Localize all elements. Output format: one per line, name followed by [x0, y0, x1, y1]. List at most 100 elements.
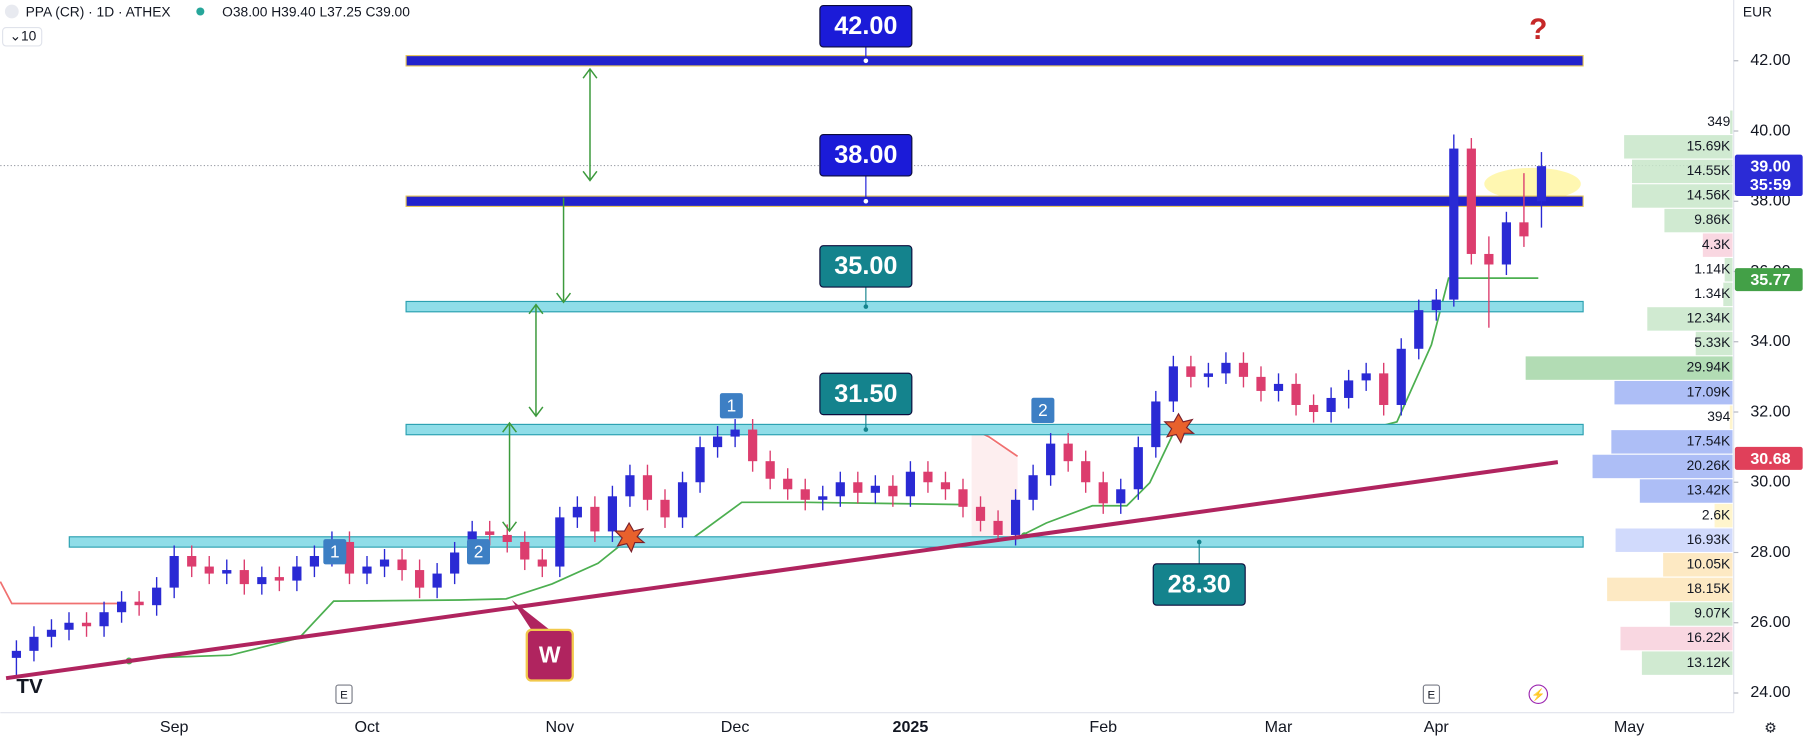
volume-bar: [1632, 159, 1733, 184]
indicator-text: ⌄: [10, 28, 22, 43]
annotation-box: [1031, 397, 1055, 424]
price-tag: [1734, 268, 1803, 292]
volume-label: 349: [1707, 114, 1730, 129]
x-tick-label: May: [1614, 718, 1644, 736]
level-anchor: [1196, 539, 1202, 545]
price-tag-label: 35.77: [1750, 271, 1790, 289]
volume-label: 2.6K: [1702, 507, 1731, 522]
volume-bar: [1631, 184, 1733, 208]
annotation-box: [525, 628, 574, 682]
volume-bar: [1714, 503, 1733, 528]
candle-body: [1133, 447, 1143, 490]
level-band: [405, 55, 1584, 67]
volume-bar: [1663, 553, 1733, 577]
volume-bar: [1724, 258, 1733, 282]
volume-bar: [1592, 454, 1733, 479]
status-dot: [196, 7, 205, 16]
candle-body: [64, 622, 74, 630]
candle-body: [677, 482, 688, 518]
candle-body: [1028, 475, 1038, 500]
candle-body: [1063, 443, 1073, 462]
signal-icon: [1163, 412, 1196, 444]
candle-body: [923, 471, 933, 483]
volume-bar: [1607, 577, 1733, 602]
volume-bar: [1639, 479, 1733, 503]
annotation: 2: [474, 541, 484, 561]
candle-body: [660, 499, 670, 518]
volume-bar: [1729, 405, 1733, 429]
candle-body: [46, 629, 57, 637]
candle-body: [1186, 366, 1196, 377]
level-label: 31.50: [834, 380, 897, 408]
price-tag: [1734, 154, 1803, 197]
signal-icon: [613, 521, 646, 554]
candle-body: [818, 496, 828, 500]
x-tick-label: Apr: [1424, 718, 1450, 736]
volume-bar: [1730, 110, 1733, 134]
volume-label: 5.33K: [1694, 335, 1731, 350]
volume-label: 20.26K: [1687, 458, 1731, 473]
y-tick-label: 30.00: [1750, 473, 1790, 491]
level-label-box: [819, 245, 913, 288]
candle-body: [1449, 148, 1459, 300]
candle-body: [1414, 310, 1424, 349]
candle-body: [800, 489, 810, 500]
x-tick-label: Feb: [1089, 718, 1117, 736]
price-tag-label: 30.68: [1750, 450, 1790, 468]
logo: TV: [16, 675, 43, 698]
arrow-head: [502, 421, 518, 433]
volume-label: 13.42K: [1687, 483, 1731, 498]
candle-body: [11, 650, 22, 658]
candle-body: [1291, 383, 1301, 405]
arrow-head: [528, 303, 544, 315]
x-tick-label: 2025: [893, 718, 929, 736]
volume-bar: [1669, 602, 1733, 626]
volume-label: 13.12K: [1687, 655, 1731, 670]
indicator-box[interactable]: [2, 27, 43, 47]
settings-icon[interactable]: ⚙: [1764, 720, 1776, 735]
stop-line-green: [128, 501, 966, 662]
candle-body: [1046, 443, 1056, 476]
currency: EUR: [1743, 4, 1772, 19]
candle-body: [695, 447, 705, 483]
candle-body: [274, 577, 284, 581]
volume-bar: [1624, 135, 1733, 159]
candle-body: [292, 566, 302, 581]
level-label: 42.00: [834, 12, 897, 40]
annotation: W: [539, 641, 561, 667]
volume-label: 16.93K: [1687, 532, 1731, 547]
candle-body: [940, 482, 951, 490]
volume-label: 10.05K: [1687, 556, 1731, 571]
candle-body: [99, 612, 109, 627]
candle-body: [1081, 461, 1091, 483]
volume-label: 12.34K: [1687, 311, 1731, 326]
y-tick-label: 28.00: [1750, 543, 1790, 561]
arrow-head: [502, 521, 518, 533]
level-anchor: [863, 198, 869, 204]
x-axis: Sep Oct Nov Dec 2025 Feb Mar Apr May E E: [160, 684, 1644, 736]
candle-body: [309, 556, 320, 567]
candle-body: [975, 506, 986, 521]
levels: 42.00 38.00 35.00 31.50 28.30: [68, 5, 1584, 606]
arrow-head: [556, 292, 572, 304]
candle-body: [502, 534, 512, 542]
volume-label: 15.69K: [1687, 138, 1731, 153]
candle-body: [1203, 373, 1214, 377]
volume-label: 14.56K: [1687, 188, 1731, 203]
volume-bar: [1702, 233, 1733, 257]
candle-body: [414, 570, 425, 588]
volume-bar: [1525, 356, 1733, 380]
level-label-box: [819, 134, 913, 177]
level-label-box: [1152, 563, 1246, 606]
y-tick-label: 40.00: [1750, 121, 1790, 139]
level-band: [405, 423, 1584, 436]
y-tick-label: 32.00: [1750, 402, 1790, 420]
level-label: 35.00: [834, 252, 897, 280]
candle-body: [1116, 489, 1126, 504]
y-tick-label: 34.00: [1750, 332, 1790, 350]
trendline: [5, 460, 1559, 681]
candle-body: [572, 506, 582, 518]
annotation-box: [719, 393, 743, 419]
